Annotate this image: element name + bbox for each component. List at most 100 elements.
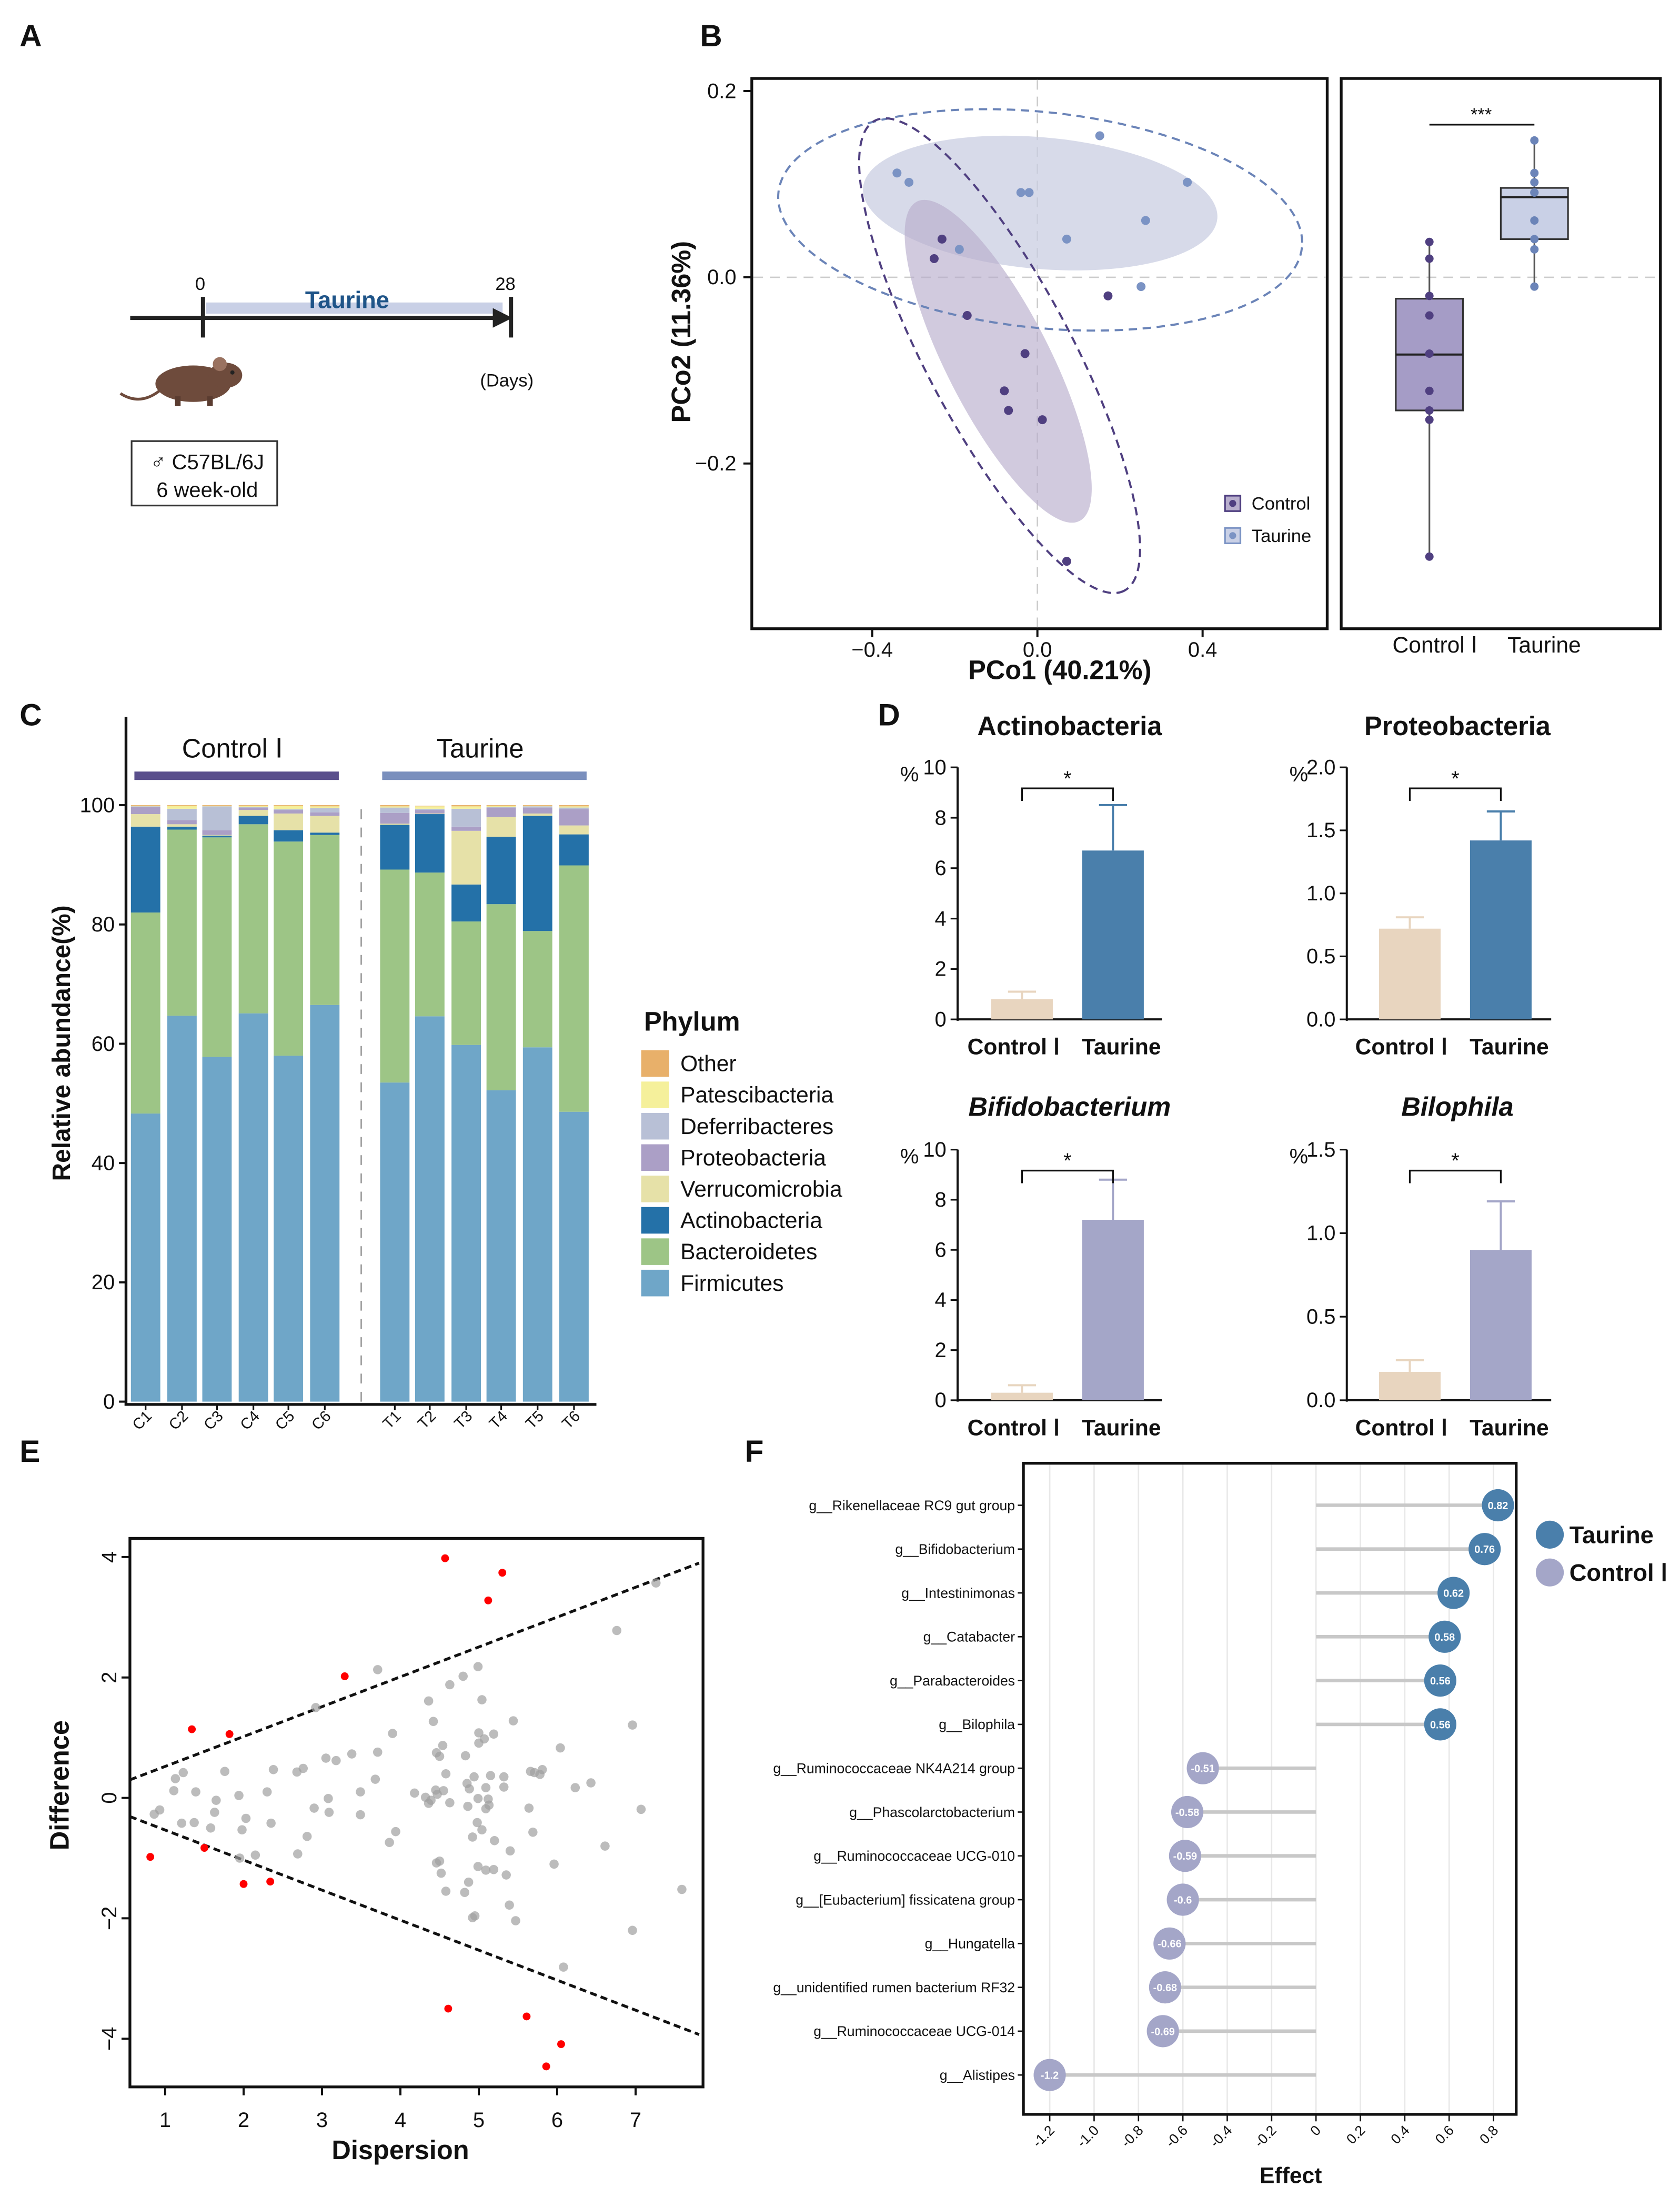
legend-label: Control Ⅰ <box>1570 1559 1668 1586</box>
bar-c2 <box>167 805 197 1402</box>
segment-verrucomicrobia <box>310 816 340 833</box>
point-nonsignificant <box>356 1787 365 1797</box>
lollipop-head <box>1146 2015 1179 2048</box>
segment-patescibacteria <box>415 806 445 809</box>
segment-other <box>559 805 589 807</box>
legend-swatch-proteobacteria <box>641 1144 669 1171</box>
segment-other <box>451 805 481 807</box>
point-nonsignificant <box>268 1765 278 1774</box>
legend-label-bacteroidetes: Bacteroidetes <box>680 1239 817 1265</box>
box-control <box>1395 237 1464 561</box>
segment-deferribacteres <box>451 808 481 827</box>
bar-t6 <box>559 805 589 1402</box>
lollipop-head <box>1482 1489 1514 1522</box>
treatment-label: Taurine <box>305 286 389 313</box>
point-nonsignificant <box>474 1728 484 1738</box>
point-nonsignificant <box>438 1741 448 1750</box>
pcoa-point <box>1183 177 1192 187</box>
boxplot-x-label: Taurine <box>1507 633 1581 658</box>
point-nonsignificant <box>302 1832 312 1841</box>
taxon-label: g__Phascolarctobacterium <box>849 1804 1015 1820</box>
point-significant <box>557 2040 565 2048</box>
point-nonsignificant <box>370 1774 380 1784</box>
y-tick-label: 0.0 <box>1306 1008 1335 1031</box>
segment-proteobacteria <box>130 807 160 815</box>
segment-actinobacteria <box>486 837 516 905</box>
segment-firmicutes <box>451 1045 481 1402</box>
segment-firmicutes <box>380 1082 410 1402</box>
x-axis-title: Dispersion <box>331 2135 469 2165</box>
point-nonsignificant <box>473 1862 483 1871</box>
segment-other <box>486 805 516 806</box>
effect-value-label: 0.62 <box>1443 1588 1464 1599</box>
segment-deferribacteres <box>522 806 552 808</box>
segment-bacteroidetes <box>167 829 197 1016</box>
segment-firmicutes <box>238 1013 268 1402</box>
y-axis-title: Relative abundance(%) <box>48 905 76 1181</box>
segment-proteobacteria <box>522 807 552 814</box>
box-point <box>1425 311 1434 320</box>
point-nonsignificant <box>528 1828 538 1837</box>
point-nonsignificant <box>508 1716 518 1726</box>
point-nonsignificant <box>445 1798 455 1808</box>
x-tick-label: Taurine <box>1470 1035 1549 1060</box>
point-nonsignificant <box>424 1696 434 1706</box>
bar-taurine <box>1082 850 1144 1020</box>
point-nonsignificant <box>600 1841 610 1851</box>
segment-bacteroidetes <box>238 824 268 1014</box>
y-unit-label: % <box>900 763 919 786</box>
segment-firmicutes <box>559 1111 589 1402</box>
y-unit-label: % <box>900 1145 919 1168</box>
segment-patescibacteria <box>167 806 197 809</box>
control-ellipse-dashed <box>858 117 1141 595</box>
lollipop-head <box>1169 1840 1201 1872</box>
segment-verrucomicrobia <box>238 810 268 816</box>
chart-title: Proteobacteria <box>1364 711 1551 741</box>
bar-control <box>991 1392 1053 1400</box>
segment-firmicutes <box>130 1113 160 1402</box>
panel-label-d: D <box>878 698 900 732</box>
lollipop-head <box>1166 1883 1199 1916</box>
point-nonsignificant <box>499 1772 509 1782</box>
effect-value-label: -0.66 <box>1158 1939 1181 1950</box>
pcoa-frame <box>750 77 1329 630</box>
point-significant <box>522 2012 531 2021</box>
taxon-label: g__unidentified rumen bacterium RF32 <box>773 1980 1015 1995</box>
x-tick-label: Taurine <box>1082 1035 1161 1060</box>
segment-patescibacteria <box>238 806 268 807</box>
y-unit-label: % <box>1290 1145 1308 1168</box>
y-tick-label: 8 <box>935 1188 947 1211</box>
legend-label: Taurine <box>1570 1521 1654 1548</box>
point-nonsignificant <box>177 1818 187 1828</box>
point-nonsignificant <box>189 1818 199 1828</box>
bar-chart-proteobacteria: Proteobacteria% 0.0 0.5 1.0 1.5 2.0 Control Ⅰ T… <box>1290 711 1552 1060</box>
segment-other <box>274 805 304 806</box>
y-tick-label: 100 <box>80 794 115 817</box>
x-tick-label: Control Ⅰ <box>968 1415 1060 1440</box>
y-tick-label: 2 <box>935 958 947 981</box>
segment-proteobacteria <box>310 812 340 816</box>
x-axis-title: Effect <box>1260 2163 1322 2188</box>
y-tick-label: 1.0 <box>1306 882 1335 905</box>
panel-label-c: C <box>19 698 42 732</box>
significance-star: * <box>1451 1149 1460 1172</box>
bar-c4 <box>238 805 268 1402</box>
y-tick-label: 2.0 <box>1306 756 1335 779</box>
effect-value-label: -0.59 <box>1173 1851 1197 1862</box>
lollipop-head <box>1171 1795 1204 1829</box>
group-label: Taurine <box>437 734 524 764</box>
boundary-line <box>129 1815 700 2036</box>
point-nonsignificant <box>477 1825 487 1835</box>
box-point <box>1425 386 1434 395</box>
y-tick-label: −4 <box>98 2027 121 2050</box>
box-point <box>1530 188 1539 197</box>
point-significant <box>484 1596 492 1604</box>
lollipop-row: g__Parabacteroides 0.56 <box>890 1664 1456 1697</box>
point-nonsignificant <box>549 1859 559 1869</box>
boundary-line <box>129 1561 700 1781</box>
lollipop-row: g__Intestinimonas 0.62 <box>901 1577 1470 1609</box>
effect-value-label: 0.76 <box>1474 1544 1495 1556</box>
segment-patescibacteria <box>486 806 516 807</box>
days-unit-label: (Days) <box>480 370 534 390</box>
effect-value-label: -0.68 <box>1153 1982 1177 1994</box>
